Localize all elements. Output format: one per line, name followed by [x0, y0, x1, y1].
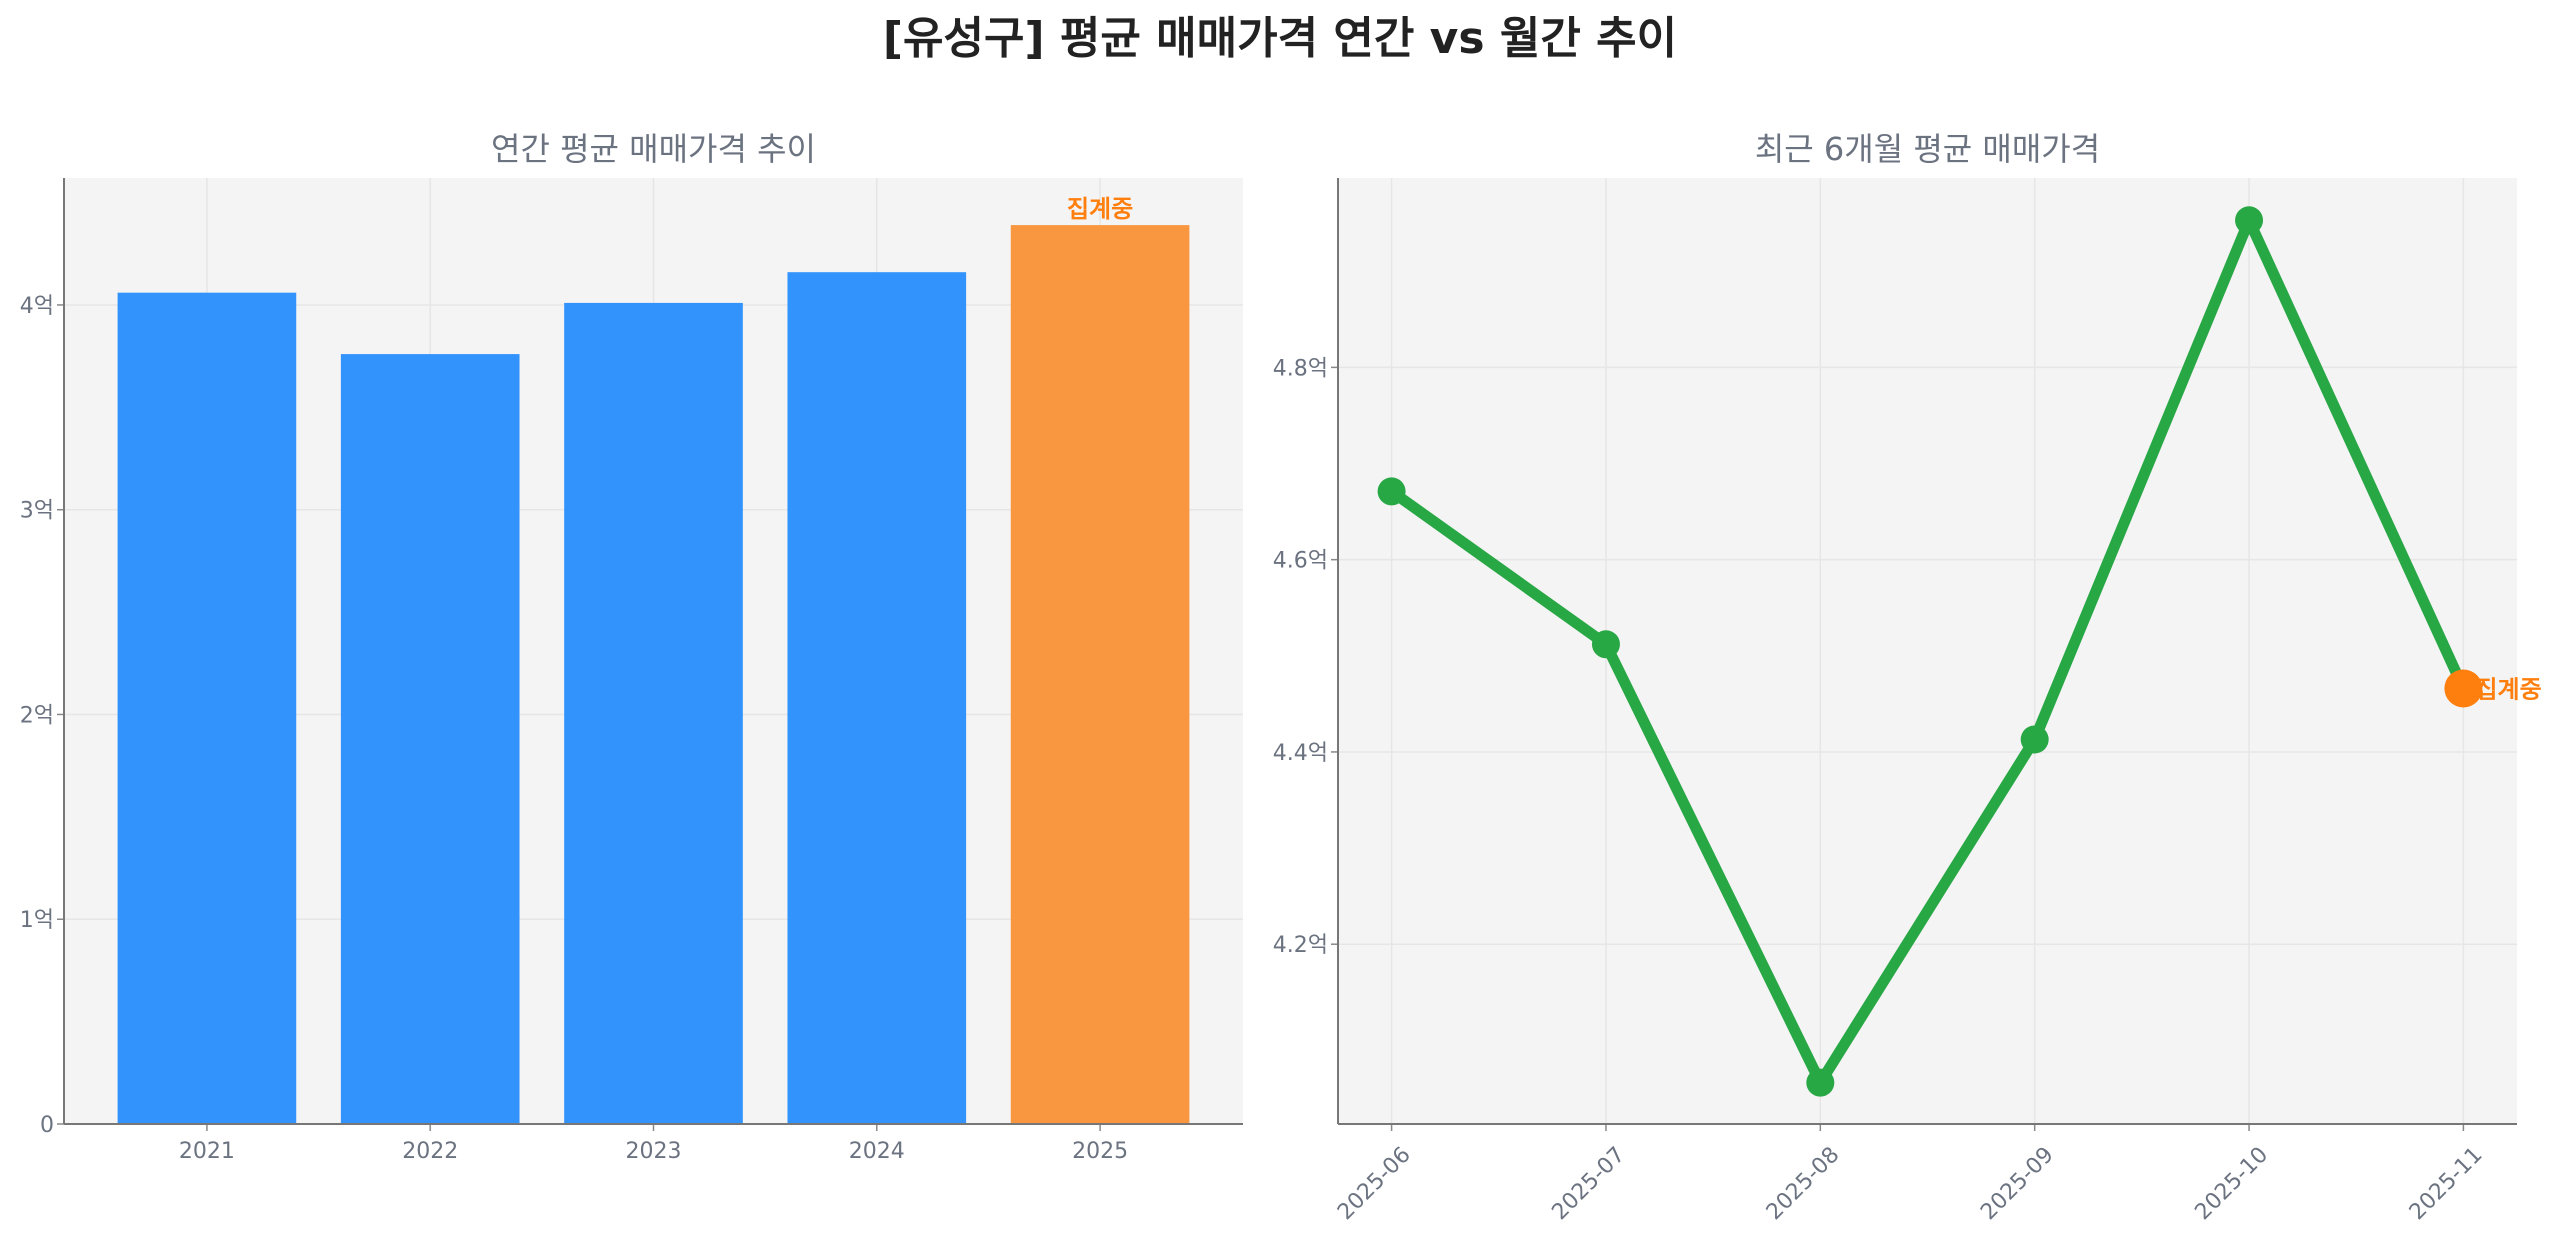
bar-2025: [1010, 225, 1190, 1125]
main-title: [유성구] 평균 매매가격 연간 vs 월간 추이: [882, 13, 1678, 64]
x-tick-label: 2024: [849, 1139, 905, 1164]
series-line: [1388, 214, 2469, 1089]
annotation-label: 집계중: [1067, 195, 1133, 223]
line-chart-plot-bg: [1338, 178, 2517, 1124]
bar-2024: [787, 272, 967, 1124]
x-tick-label: 2025-11: [2405, 1142, 2488, 1225]
data-point-2025-07: [1591, 630, 1620, 659]
x-tick-label: 2025-08: [1762, 1142, 1845, 1225]
x-tick-label: 2021: [179, 1139, 235, 1164]
y-tick-label: 4.2억: [1273, 933, 1328, 958]
y-tick-label: 4억: [20, 294, 54, 319]
x-tick-label: 2023: [626, 1139, 682, 1164]
data-point-2025-06: [1377, 477, 1406, 506]
data-point-2025-09: [2020, 725, 2049, 754]
bar-2023: [564, 302, 743, 1124]
annotation-label: 집계중: [2475, 675, 2541, 703]
x-tick-label: 2022: [402, 1139, 458, 1164]
y-tick-label: 4.4억: [1273, 741, 1328, 766]
bar-chart-title: 연간 평균 매매가격 추이: [491, 130, 816, 168]
x-tick-label: 2025-06: [1333, 1142, 1416, 1225]
x-tick-label: 2025-10: [2191, 1142, 2274, 1225]
x-tick-label: 2025-07: [1547, 1142, 1630, 1225]
y-tick-label: 4.6억: [1273, 549, 1328, 574]
y-tick-label: 4.8억: [1273, 356, 1328, 381]
y-tick-label: 0: [40, 1113, 54, 1138]
y-tick-label: 2억: [20, 703, 54, 728]
x-tick-label: 2025-09: [1976, 1142, 2059, 1225]
data-point-2025-11: [2444, 669, 2483, 708]
bar-2022: [340, 354, 520, 1125]
line-chart-title: 최근 6개월 평균 매매가격: [1755, 130, 2100, 168]
y-tick-label: 3억: [20, 499, 54, 524]
data-point-2025-08: [1806, 1068, 1835, 1097]
x-tick-label: 2025: [1072, 1139, 1128, 1164]
bar-2021: [117, 292, 297, 1125]
data-point-2025-10: [2235, 206, 2264, 235]
y-tick-label: 1억: [20, 908, 54, 933]
